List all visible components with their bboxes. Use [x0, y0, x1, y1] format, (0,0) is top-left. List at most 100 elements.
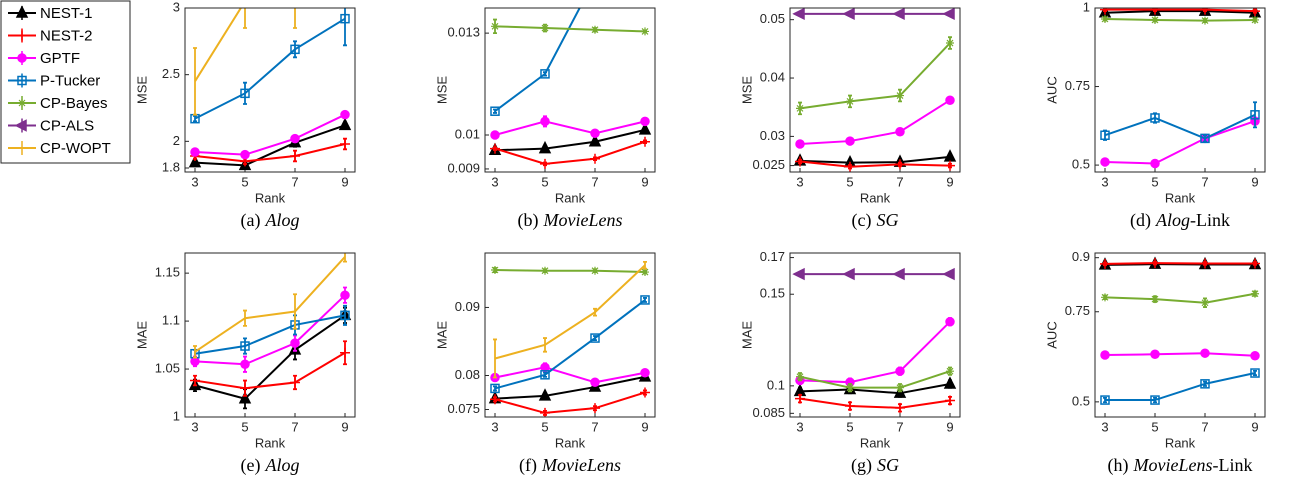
caption-tag: (h): [1108, 455, 1129, 476]
data-point: [942, 267, 955, 281]
caption: (d) Alog-Link: [1130, 210, 1230, 231]
data-point: [1150, 258, 1160, 269]
y-tick-label: 2.5: [162, 66, 180, 81]
data-point: [846, 97, 854, 106]
error-bar: [493, 338, 497, 379]
caption: (b) MovieLens: [518, 210, 623, 231]
panel: 1 1.05 1.1 1.15 3 5 7 9 Rank MAE (e) Alog: [134, 252, 356, 476]
series-line: [494, 269, 646, 274]
y-tick-label: 1.8: [162, 159, 180, 174]
data-point: [1151, 15, 1159, 24]
error-bar: [543, 371, 547, 378]
y-axis-label: MSE: [739, 76, 754, 105]
series-line: [494, 140, 646, 165]
series-line: [1105, 372, 1256, 402]
data-point: [490, 130, 500, 140]
data-point: [1100, 258, 1110, 269]
series-line: [494, 299, 646, 390]
x-tick-label: 5: [241, 419, 248, 434]
y-tick-label: 1.15: [155, 265, 180, 280]
data-point: [540, 69, 550, 79]
data-point: [1201, 16, 1209, 25]
y-axis-label: MAE: [739, 321, 754, 350]
panel: 0.009 0.01 0.013 3 5 7 9 Rank MSE (b) MovieLens: [434, 7, 656, 231]
data-point: [842, 267, 855, 281]
caption: (g) SG: [851, 455, 899, 476]
data-point: [1150, 395, 1160, 405]
error-bar: [1203, 380, 1207, 387]
data-point: [640, 368, 650, 378]
data-point: [1200, 133, 1210, 144]
x-tick-label: 5: [241, 174, 248, 189]
data-point: [795, 156, 805, 167]
error-bar: [1153, 396, 1157, 404]
x-tick-label: 9: [341, 419, 348, 434]
plot-area: [1095, 253, 1265, 417]
error-bar: [293, 40, 297, 59]
data-point: [795, 139, 805, 149]
data-point: [590, 153, 600, 164]
data-point: [188, 154, 202, 168]
y-tick-label: 0.03: [760, 128, 785, 143]
x-axis-label: Rank: [1165, 435, 1196, 450]
legend-label: NEST-2: [40, 27, 93, 44]
data-point: [190, 147, 200, 157]
y-tick-label: 1.05: [155, 360, 180, 375]
data-point: [945, 395, 955, 406]
y-axis-label: AUC: [1044, 321, 1059, 348]
data-point: [1250, 258, 1260, 269]
plot: [188, 8, 352, 171]
caption-tag: (g): [851, 455, 872, 476]
data-point: [591, 266, 599, 275]
data-point: [190, 375, 200, 386]
panel: 0.025 0.03 0.04 0.05 3 5 7 9 Rank MSE (c) SG: [739, 7, 961, 231]
y-tick-label: 0.1: [767, 377, 785, 392]
data-point: [590, 377, 600, 388]
data-point: [1250, 8, 1260, 17]
data-point: [588, 134, 602, 147]
data-point: [796, 104, 804, 113]
data-point: [892, 8, 905, 21]
x-tick-label: 7: [1201, 419, 1208, 434]
panel: 0.5 0.75 1 3 5 7 9 Rank AUC (d) Alog-Link: [1044, 0, 1266, 231]
data-point: [641, 27, 649, 36]
error-bar: [543, 337, 547, 353]
x-tick-label: 3: [796, 174, 803, 189]
y-tick-label: 0.75: [1065, 303, 1090, 318]
caption-tag: (f): [519, 455, 537, 476]
series-line: [194, 113, 346, 156]
data-point: [541, 266, 549, 275]
error-bar: [293, 8, 297, 29]
plot: [488, 8, 652, 169]
series-line: [194, 351, 346, 390]
data-point: [340, 347, 350, 358]
error-bar: [543, 71, 547, 77]
data-point: [640, 387, 650, 398]
x-tick-label: 9: [641, 419, 648, 434]
error-bar: [493, 108, 497, 114]
data-point: [1150, 349, 1160, 360]
y-tick-label: 3: [173, 0, 180, 14]
data-point: [240, 383, 250, 394]
data-point: [538, 140, 552, 154]
y-tick-label: 0.05: [760, 11, 785, 26]
series-line: [494, 25, 646, 33]
y-tick-label: 0.009: [447, 160, 480, 175]
x-tick-label: 7: [896, 419, 903, 434]
data-point: [896, 91, 904, 100]
x-axis-label: Rank: [860, 190, 891, 205]
data-point: [845, 136, 855, 146]
data-point: [946, 367, 954, 376]
caption-suffix: -Link: [1212, 455, 1252, 475]
axes-box: [1094, 7, 1266, 173]
series-line: [1104, 352, 1256, 357]
data-point: [845, 401, 855, 412]
caption-dataset: MovieLens: [543, 210, 623, 230]
y-axis-label: MSE: [434, 76, 449, 105]
data-point: [1251, 289, 1259, 298]
data-point: [340, 13, 350, 24]
legend-label: CP-Bayes: [40, 95, 108, 112]
x-tick-label: 7: [1201, 174, 1208, 189]
y-tick-label: 0.013: [447, 25, 480, 40]
series-line: [494, 375, 646, 400]
